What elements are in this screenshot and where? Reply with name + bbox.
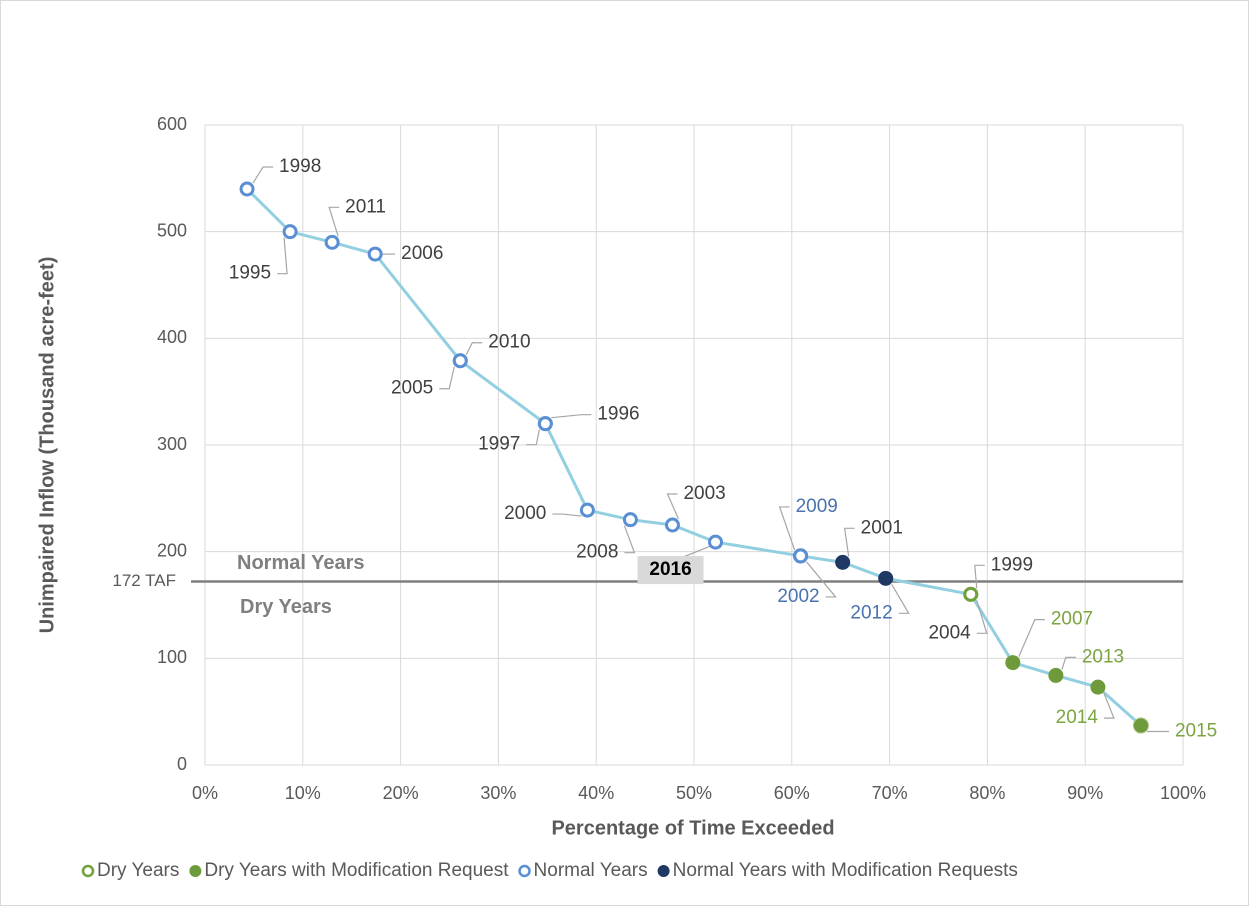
point-label: 2015: [1175, 721, 1217, 742]
x-tick-label: 20%: [383, 783, 419, 803]
legend-marker: [81, 864, 95, 878]
x-tick-label: 90%: [1067, 783, 1103, 803]
x-tick-label: 50%: [676, 783, 712, 803]
label-leader: [623, 525, 636, 554]
y-tick-label: 0: [177, 754, 187, 774]
label-leader: [552, 513, 582, 517]
data-point: [579, 502, 595, 518]
reference-below: Dry Years: [240, 596, 332, 618]
data-point: [835, 554, 851, 570]
label-leader: [666, 493, 680, 520]
y-tick-label: 100: [157, 647, 187, 667]
y-tick-label: 300: [157, 434, 187, 454]
label-leader: [328, 206, 340, 237]
point-label: 1995: [229, 263, 271, 284]
reference-above: Normal Years: [237, 552, 365, 574]
x-tick-label: 0%: [192, 783, 218, 803]
y-tick-label: 200: [157, 540, 187, 560]
point-label: 2009: [796, 496, 838, 517]
label-leader: [1018, 618, 1045, 657]
x-tick-label: 10%: [285, 783, 321, 803]
legend-marker: [657, 865, 670, 877]
point-label: 1999: [991, 554, 1033, 575]
label-leader: [806, 561, 837, 598]
x-axis-title: Percentage of Time Exceeded: [551, 817, 834, 839]
point-label: 1996: [597, 404, 639, 425]
x-tick-label: 70%: [872, 783, 908, 803]
label-leader: [891, 584, 910, 614]
label-box: [637, 556, 704, 585]
data-point: [878, 570, 894, 586]
legend-marker: [518, 864, 531, 878]
point-label: 2004: [928, 622, 971, 643]
point-label: 2002: [777, 586, 819, 607]
label-leader: [465, 342, 483, 356]
data-point: [1132, 717, 1149, 734]
x-tick-label: 60%: [774, 783, 810, 803]
legend-label: Dry Years with Modification Request: [204, 860, 509, 881]
legend-label: Normal Years: [534, 860, 648, 881]
x-tick-label: 30%: [480, 783, 516, 803]
data-point: [963, 586, 979, 602]
label-leader: [976, 600, 988, 634]
point-label: 2012: [850, 602, 892, 623]
data-point: [708, 534, 724, 550]
point-label: 2008: [576, 542, 618, 563]
y-tick-label: 400: [157, 327, 187, 347]
x-tick-label: 100%: [1160, 783, 1206, 803]
data-point: [452, 353, 468, 369]
point-label: 2001: [861, 517, 903, 538]
data-point: [1048, 667, 1064, 683]
label-leader: [252, 166, 274, 184]
point-label: 2016: [649, 559, 691, 580]
label-leader: [551, 414, 592, 419]
point-label: 1998: [279, 156, 321, 177]
reference-label: 172 TAF: [112, 571, 176, 590]
point-label: 1997: [478, 434, 520, 455]
legend-marker: [189, 865, 202, 877]
label-leader: [843, 527, 855, 557]
x-tick-label: 40%: [578, 783, 614, 803]
label-leader: [439, 366, 455, 390]
data-point: [324, 234, 340, 250]
label-leader: [974, 564, 985, 589]
y-tick-label: 600: [157, 114, 187, 134]
label-leader: [778, 506, 796, 551]
point-label: 2005: [391, 378, 433, 399]
point-label: 2011: [345, 196, 386, 217]
label-leader: [526, 429, 540, 446]
point-label: 2000: [504, 503, 546, 524]
data-point: [239, 181, 255, 197]
data-point: [1090, 679, 1106, 695]
point-label: 2003: [683, 483, 725, 504]
y-tick-label: 500: [157, 220, 187, 240]
legend-label: Dry Years: [97, 860, 179, 881]
data-point: [664, 517, 680, 533]
data-point: [622, 512, 638, 528]
legend-label: Normal Years with Modification Requests: [673, 860, 1018, 881]
point-label: 2007: [1051, 609, 1093, 630]
point-label: 2006: [401, 243, 443, 264]
label-leader: [277, 237, 288, 275]
point-label: 2010: [488, 332, 530, 353]
label-leader: [1103, 692, 1115, 719]
x-tick-label: 80%: [969, 783, 1005, 803]
point-label: 2014: [1056, 707, 1099, 728]
data-point: [282, 224, 298, 240]
data-point: [537, 416, 553, 432]
y-axis-title: Unimpaired Inflow (Thousand acre-feet): [36, 257, 58, 634]
data-point: [793, 548, 809, 564]
label-leader: [1061, 656, 1076, 670]
data-point: [367, 246, 383, 262]
data-point: [1005, 655, 1021, 671]
point-label: 2013: [1082, 646, 1124, 667]
